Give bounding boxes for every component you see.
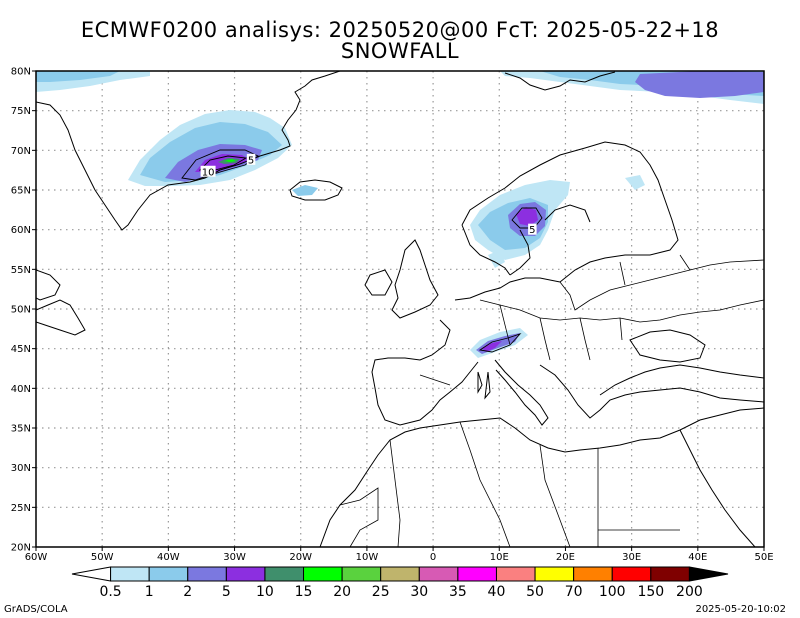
colorbar-swatch xyxy=(110,566,150,582)
snow-area-baltic xyxy=(488,250,505,268)
colorbar-label: 15 xyxy=(295,584,313,600)
colorbar-swatch xyxy=(418,566,459,582)
colorbar-swatch xyxy=(187,566,227,582)
contour-labels: 10 5 5 xyxy=(200,153,537,236)
footer-credit: GrADS/COLA xyxy=(4,604,68,615)
tick-label-lon: 20W xyxy=(289,552,312,563)
tick-label-lat: 55N xyxy=(11,265,31,276)
tick-label-lat: 30N xyxy=(11,463,31,474)
tick-label-lon: 20E xyxy=(556,552,575,563)
tick-label-lat: 35N xyxy=(11,424,31,435)
tick-label-lat: 40N xyxy=(11,384,31,395)
chart-subtitle: SNOWFALL xyxy=(340,39,460,63)
colorbar-swatch xyxy=(650,566,690,582)
colorbar-over-arrow xyxy=(688,566,729,582)
snow-area-finland xyxy=(625,175,645,190)
colorbar-label: 30 xyxy=(410,584,428,600)
colorbar-label: 20 xyxy=(333,584,351,600)
tick-label-lat: 60N xyxy=(11,225,31,236)
colorbar-label: 5 xyxy=(222,584,231,600)
colorbar-label: 50 xyxy=(526,584,544,600)
tick-label-lon: 30W xyxy=(223,552,246,563)
colorbar-legend: 0.5 1 2 5 10 15 20 25 30 35 40 50 70 100 150 200 xyxy=(71,566,729,600)
colorbar-label: 25 xyxy=(372,584,390,600)
contour-label: 5 xyxy=(248,155,254,166)
colorbar-swatch xyxy=(611,566,652,582)
snow-area-iceland xyxy=(292,185,318,196)
tick-label-lon: 60W xyxy=(25,552,48,563)
colorbar-swatch xyxy=(573,566,613,582)
colorbar-swatch xyxy=(148,566,189,582)
country-borders xyxy=(339,254,764,547)
footer-timestamp: 2025-05-20-10:02 xyxy=(695,604,786,615)
colorbar-label: 100 xyxy=(599,584,626,600)
colorbar-label: 0.5 xyxy=(99,584,121,600)
tick-label-lat: 75N xyxy=(11,106,31,117)
tick-label-lat: 65N xyxy=(11,186,31,197)
colorbar-swatch xyxy=(341,566,382,582)
tick-label-lat: 50N xyxy=(11,305,31,316)
colorbar-label: 150 xyxy=(637,584,664,600)
snow-area-arctic-ne xyxy=(635,71,764,98)
tick-label-lon: 10E xyxy=(490,552,509,563)
tick-label-lon: 30E xyxy=(622,552,641,563)
colorbar-under-arrow xyxy=(71,566,112,582)
snowfall-contours xyxy=(181,149,543,353)
colorbar-swatch xyxy=(457,566,497,582)
colorbar-swatch xyxy=(303,566,343,582)
contour-label: 10 xyxy=(202,167,215,178)
chart-title: ECMWF0200 analisys: 20250520@00 FcT: 202… xyxy=(80,18,720,42)
tick-label-lon: 40E xyxy=(688,552,707,563)
colorbar-swatch xyxy=(225,566,266,582)
colorbar-label: 1 xyxy=(145,584,154,600)
tick-label-lon: 10W xyxy=(356,552,379,563)
tick-label-lon: 0 xyxy=(430,552,436,563)
colorbar-swatch xyxy=(534,566,575,582)
tick-label-lat: 45N xyxy=(11,344,31,355)
contour-label-bg xyxy=(528,223,537,235)
colorbar-label: 70 xyxy=(565,584,583,600)
contour-label: 5 xyxy=(529,225,535,236)
colorbar-label: 2 xyxy=(183,584,192,600)
colorbar-label: 10 xyxy=(256,584,274,600)
colorbar-swatch xyxy=(264,566,305,582)
colorbar-label: 35 xyxy=(449,584,467,600)
tick-label-lon: 50W xyxy=(91,552,114,563)
tick-label-lat: 70N xyxy=(11,146,31,157)
coastlines xyxy=(36,71,764,547)
graticule-grid xyxy=(36,71,764,547)
tick-label-lat: 80N xyxy=(11,67,31,78)
colorbar-label: 40 xyxy=(488,584,506,600)
tick-label-lat: 20N xyxy=(11,543,31,554)
snow-area-scandinavia xyxy=(516,207,538,226)
contour-label-bg xyxy=(200,165,216,177)
axis-ticks: 60W 50W 40W 30W 20W 10W 0 10E 20E 30E 40E 50E 80N 75N… xyxy=(11,67,774,564)
tick-label-lon: 40W xyxy=(157,552,180,563)
contour-label-bg xyxy=(246,153,256,165)
colorbar-swatch xyxy=(495,566,536,582)
tick-label-lon: 50E xyxy=(754,552,773,563)
snow-area-arctic-north xyxy=(36,71,120,82)
colorbar-label: 200 xyxy=(676,584,703,600)
tick-label-lat: 25N xyxy=(11,503,31,514)
snow-area-alps xyxy=(482,341,502,352)
snowfall-shading xyxy=(36,71,764,358)
colorbar-swatch xyxy=(380,566,420,582)
snow-area-greenland xyxy=(224,159,236,162)
